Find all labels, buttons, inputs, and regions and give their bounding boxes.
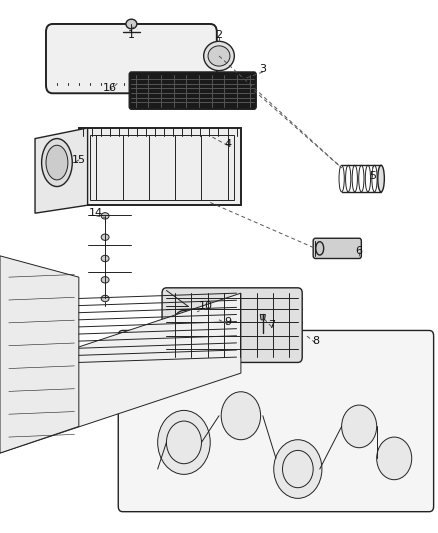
FancyBboxPatch shape (313, 238, 361, 259)
Ellipse shape (172, 310, 196, 345)
FancyBboxPatch shape (162, 288, 302, 362)
Ellipse shape (101, 295, 109, 302)
Text: 1: 1 (128, 30, 135, 39)
FancyBboxPatch shape (129, 72, 256, 109)
Ellipse shape (101, 277, 109, 283)
Ellipse shape (101, 213, 109, 219)
Text: 6: 6 (356, 246, 363, 255)
Ellipse shape (46, 145, 68, 180)
Text: 7: 7 (268, 320, 275, 330)
Circle shape (342, 405, 377, 448)
Circle shape (158, 410, 210, 474)
Circle shape (221, 392, 261, 440)
Text: 15: 15 (72, 155, 86, 165)
Text: 9: 9 (224, 318, 231, 327)
Ellipse shape (378, 165, 385, 192)
Ellipse shape (208, 46, 230, 66)
Text: 8: 8 (312, 336, 319, 346)
Ellipse shape (204, 41, 234, 70)
FancyBboxPatch shape (118, 330, 434, 512)
Ellipse shape (42, 139, 72, 187)
Circle shape (283, 450, 313, 488)
Text: 5: 5 (369, 171, 376, 181)
Polygon shape (260, 314, 265, 320)
Text: 14: 14 (89, 208, 103, 218)
Polygon shape (0, 256, 79, 453)
Text: 4: 4 (224, 139, 231, 149)
Polygon shape (79, 128, 241, 205)
Text: 16: 16 (102, 83, 117, 93)
Circle shape (274, 440, 322, 498)
Ellipse shape (126, 19, 137, 29)
Polygon shape (0, 293, 241, 453)
FancyBboxPatch shape (46, 24, 217, 93)
Ellipse shape (316, 241, 324, 255)
Polygon shape (35, 128, 88, 213)
Ellipse shape (101, 255, 109, 262)
Text: 3: 3 (259, 64, 266, 74)
Circle shape (377, 437, 412, 480)
Circle shape (166, 421, 201, 464)
Text: 2: 2 (215, 30, 223, 39)
Ellipse shape (101, 234, 109, 240)
Ellipse shape (176, 316, 191, 340)
Text: 10: 10 (199, 302, 213, 311)
